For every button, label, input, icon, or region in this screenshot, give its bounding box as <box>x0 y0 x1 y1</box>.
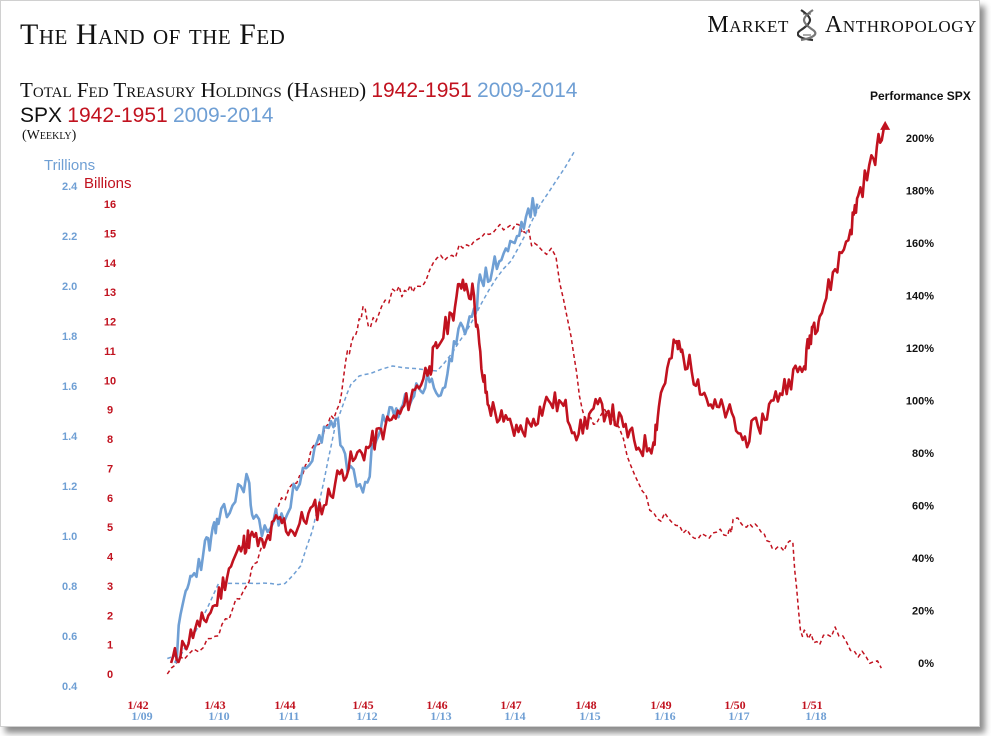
right-tick-label: 40% <box>912 553 934 565</box>
x-tick-label-2010s: 1/17 <box>728 709 749 723</box>
x-tick-label-2010s: 1/10 <box>208 709 229 723</box>
left-outer-tick-label: 1.0 <box>62 531 77 543</box>
x-tick-label-1940s: 1/48 <box>575 698 596 712</box>
left-outer-tick-label: 1.6 <box>62 381 77 393</box>
left-inner-tick-label: 2 <box>107 610 113 622</box>
x-tick-label-2010s: 1/14 <box>504 709 525 723</box>
legend-holdings-blue-period: 2009-2014 <box>477 79 578 102</box>
left-outer-axis-label: Trillions <box>44 157 96 174</box>
right-tick-label: 100% <box>906 396 934 408</box>
legend-line-spx: SPX 1942-1951 2009-2014 <box>20 103 273 128</box>
left-inner-tick-label: 4 <box>107 552 114 564</box>
legend-spx-label: SPX <box>20 104 63 127</box>
right-tick-label: 160% <box>906 238 934 250</box>
left-inner-tick-label: 3 <box>107 581 113 593</box>
x-tick-label-1940s: 1/50 <box>724 698 745 712</box>
x-tick-label-2010s: 1/09 <box>131 709 152 723</box>
brand-name-left: Market <box>707 11 789 38</box>
left-inner-tick-label: 16 <box>104 199 116 211</box>
right-tick-label: 140% <box>906 291 934 303</box>
fed-holdings-1942-1951-line <box>166 223 882 675</box>
left-outer-tick-label: 1.8 <box>62 331 77 343</box>
right-tick-label: 0% <box>918 658 934 670</box>
left-inner-tick-label: 7 <box>107 463 113 475</box>
frequency-note: (Weekly) <box>22 128 77 143</box>
left-outer-tick-label: 2.0 <box>62 281 77 293</box>
left-inner-tick-label: 5 <box>107 522 113 534</box>
x-tick-label-2010s: 1/18 <box>805 709 826 723</box>
left-inner-tick-label: 10 <box>104 375 116 387</box>
left-outer-tick-label: 1.2 <box>62 481 77 493</box>
right-tick-label: 200% <box>906 133 934 145</box>
left-inner-tick-label: 12 <box>104 317 116 329</box>
left-outer-tick-label: 0.4 <box>62 681 78 693</box>
dna-helix-icon <box>796 9 817 42</box>
x-tick-label-1940s: 1/46 <box>426 698 447 712</box>
right-tick-label: 120% <box>906 343 934 355</box>
page-title: The Hand of the Fed <box>20 18 286 51</box>
left-inner-tick-label: 9 <box>107 405 113 417</box>
right-tick-label: 80% <box>912 448 934 460</box>
left-outer-tick-label: 1.4 <box>62 431 78 443</box>
right-tick-label: 20% <box>912 606 934 618</box>
left-inner-tick-label: 13 <box>104 287 116 299</box>
x-tick-label-1940s: 1/47 <box>500 698 521 712</box>
x-tick-label-1940s: 1/51 <box>801 698 822 712</box>
spx-2009-2014-line <box>173 196 539 664</box>
x-tick-label-1940s: 1/44 <box>274 698 295 712</box>
left-inner-tick-label: 11 <box>104 346 116 358</box>
left-inner-axis-label: Billions <box>84 175 132 192</box>
left-inner-tick-label: 8 <box>107 434 113 446</box>
legend-holdings-label: Total Fed Treasury Holdings (Hashed) <box>20 78 367 102</box>
x-tick-label-2010s: 1/11 <box>279 709 300 723</box>
x-tick-label-2010s: 1/13 <box>430 709 451 723</box>
left-outer-tick-label: 0.8 <box>62 581 77 593</box>
legend-spx-blue-period: 2009-2014 <box>172 104 274 127</box>
left-inner-tick-label: 0 <box>107 669 113 681</box>
left-outer-tick-label: 2.2 <box>62 231 77 243</box>
left-outer-tick-label: 0.6 <box>62 631 77 643</box>
x-tick-label-1940s: 1/43 <box>204 698 225 712</box>
brand-logo: Market Anthropology <box>707 8 977 42</box>
left-inner-tick-label: 1 <box>107 640 113 652</box>
x-tick-label-2010s: 1/16 <box>654 709 675 723</box>
chart-frame <box>0 0 980 727</box>
right-axis-label: Performance SPX <box>870 89 971 103</box>
right-tick-label: 180% <box>906 186 934 198</box>
x-tick-label-2010s: 1/15 <box>579 709 600 723</box>
spx-arrow-head <box>880 120 891 130</box>
left-inner-tick-label: 6 <box>107 493 113 505</box>
x-tick-label-1940s: 1/45 <box>352 698 373 712</box>
brand-name-right: Anthropology <box>824 11 977 38</box>
left-outer-tick-label: 2.4 <box>62 181 78 193</box>
legend-line-holdings: Total Fed Treasury Holdings (Hashed) 194… <box>20 78 577 103</box>
right-tick-label: 60% <box>912 501 934 513</box>
left-inner-tick-label: 14 <box>104 258 117 270</box>
left-inner-tick-label: 15 <box>104 228 116 240</box>
x-tick-label-1940s: 1/49 <box>650 698 671 712</box>
x-tick-label-1940s: 1/42 <box>127 698 148 712</box>
legend-holdings-red-period: 1942-1951 <box>371 79 472 102</box>
x-tick-label-2010s: 1/12 <box>356 709 377 723</box>
legend-spx-red-period: 1942-1951 <box>67 104 168 127</box>
spx-1942-1951-line <box>169 124 887 664</box>
fed-holdings-2009-2014-line <box>167 150 576 660</box>
